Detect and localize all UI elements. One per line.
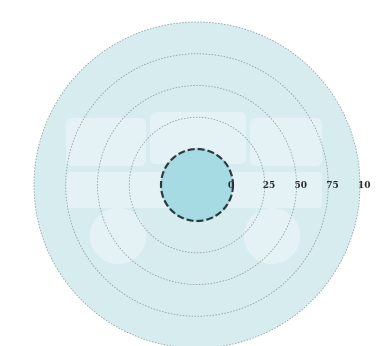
radial-tick-label: 0 [228, 181, 234, 191]
radial-tick-labels: 0 25 50 75 10 [228, 181, 371, 191]
data-series-area [159, 147, 235, 223]
radial-tick-label: 25 [263, 181, 276, 191]
grid-ring [97, 85, 297, 285]
radial-tick-label: 10 [358, 181, 371, 191]
background-watermark [66, 112, 322, 264]
radial-tick-label: 75 [326, 181, 339, 191]
watermark-shape [250, 118, 322, 166]
grid-ring [33, 21, 361, 346]
watermark-shape [150, 112, 246, 164]
grid-ring [128, 116, 266, 254]
watermark-shape [244, 208, 300, 264]
watermark-shape [90, 208, 146, 264]
watermark-shape [66, 118, 146, 166]
radial-tick-label: 50 [295, 181, 308, 191]
grid-ring [65, 53, 329, 317]
